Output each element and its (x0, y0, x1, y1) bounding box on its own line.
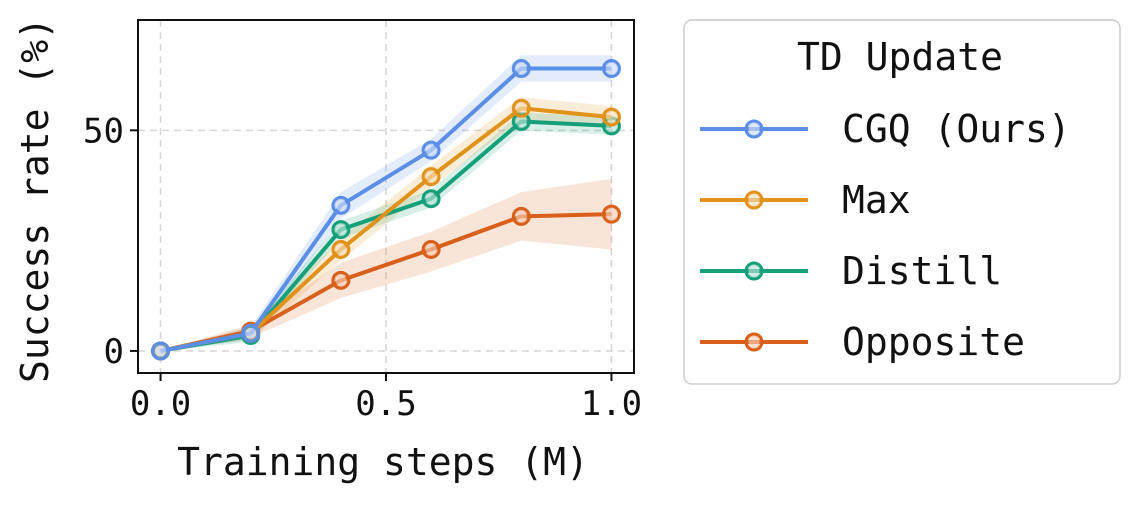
point-core-max (605, 111, 617, 123)
legend-marker-core-cgq-ours (748, 123, 760, 135)
grid (138, 20, 634, 373)
point-cgq-ours (151, 341, 171, 361)
point-distill (331, 220, 351, 240)
legend-label-cgq-ours: CGQ (Ours) (842, 107, 1071, 151)
x-tick-label: 1.0 (581, 384, 642, 424)
point-core-distill (335, 224, 347, 236)
legend-marker-core-max (748, 194, 760, 206)
point-core-cgq-ours (335, 199, 347, 211)
point-core-cgq-ours (515, 63, 527, 75)
legend-marker-distill (744, 261, 764, 281)
point-opposite (331, 270, 351, 290)
legend-label-max: Max (842, 178, 911, 222)
legend-marker-core-opposite (748, 336, 760, 348)
legend: TD Update CGQ (Ours) Max Distill Opposite (683, 19, 1121, 385)
legend-marker-cgq-ours (744, 119, 764, 139)
point-cgq-ours (511, 59, 531, 79)
point-opposite (421, 239, 441, 259)
point-core-cgq-ours (155, 345, 167, 357)
point-core-max (515, 102, 527, 114)
point-opposite (511, 206, 531, 226)
x-axis-label: Training steps (M) (177, 440, 589, 484)
point-core-distill (425, 193, 437, 205)
legend-frame (683, 19, 1121, 385)
point-core-opposite (425, 243, 437, 255)
legend-items: CGQ (Ours) Max Distill Opposite (700, 107, 1071, 364)
point-distill (421, 189, 441, 209)
axis-ticks: 0.0 0.5 1.0 0 50 (83, 111, 642, 424)
x-tick-label: 0.5 (355, 384, 416, 424)
point-core-max (425, 171, 437, 183)
point-core-cgq-ours (605, 63, 617, 75)
band-max (160, 97, 612, 351)
line-cgq-ours (160, 66, 612, 353)
point-core-cgq-ours (245, 327, 257, 339)
point-core-max (335, 243, 347, 255)
legend-label-opposite: Opposite (842, 320, 1025, 364)
legend-title: TD Update (797, 35, 1003, 79)
point-core-cgq-ours (425, 144, 437, 156)
confidence-bands (160, 55, 612, 351)
series-lines (151, 59, 621, 361)
legend-marker-max (744, 190, 764, 210)
y-tick-label: 0 (104, 332, 124, 372)
point-max (331, 239, 351, 259)
legend-marker-opposite (744, 332, 764, 352)
y-tick-label: 50 (83, 111, 124, 151)
point-max (601, 107, 621, 127)
point-distill (511, 111, 531, 131)
point-max (421, 167, 441, 187)
point-cgq-ours (241, 323, 261, 343)
point-opposite (601, 204, 621, 224)
y-axis-label: Success rate (%) (13, 17, 57, 383)
legend-marker-core-distill (748, 265, 760, 277)
legend-label-distill: Distill (842, 249, 1002, 293)
point-max (511, 98, 531, 118)
point-cgq-ours (421, 140, 441, 160)
point-cgq-ours (331, 195, 351, 215)
point-core-distill (515, 115, 527, 127)
point-core-opposite (605, 208, 617, 220)
point-core-opposite (335, 274, 347, 286)
x-tick-label: 0.0 (130, 384, 191, 424)
point-core-opposite (515, 210, 527, 222)
point-cgq-ours (601, 59, 621, 79)
